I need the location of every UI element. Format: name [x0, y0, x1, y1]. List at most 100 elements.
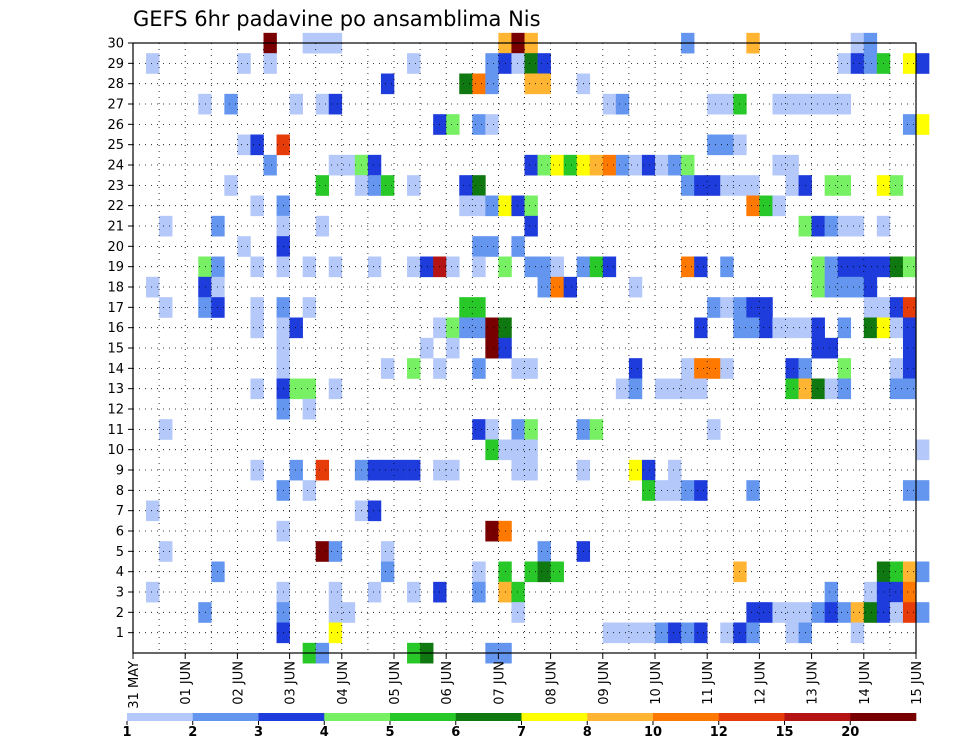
- heatmap-cell: [720, 358, 734, 379]
- heatmap-cell: [681, 480, 695, 501]
- heatmap-cell: [902, 378, 917, 400]
- heatmap-cell: [759, 317, 773, 339]
- colorbar-swatch: [850, 713, 917, 721]
- heatmap-cell: [511, 419, 525, 440]
- heatmap-cell: [198, 93, 212, 115]
- heatmap-cell: [146, 53, 160, 74]
- heatmap-cell: [302, 398, 316, 420]
- y-tick-label: 15: [107, 342, 124, 357]
- heatmap-cell: [837, 93, 852, 115]
- colorbar-swatch: [324, 713, 391, 721]
- heatmap-cell: [811, 256, 825, 278]
- heatmap-cell: [472, 195, 486, 217]
- y-tick-label: 3: [116, 586, 124, 601]
- heatmap-cell: [524, 53, 538, 74]
- heatmap-cell: [589, 154, 604, 176]
- heatmap-cell: [785, 93, 799, 115]
- y-tick-label: 20: [107, 240, 124, 255]
- heatmap-cell: [472, 358, 486, 379]
- heatmap-cell: [524, 215, 538, 237]
- heatmap-cell: [302, 297, 316, 318]
- heatmap-cell: [563, 276, 577, 298]
- heatmap-cell: [367, 154, 382, 176]
- heatmap-cell: [785, 622, 799, 644]
- heatmap-cell: [759, 602, 773, 623]
- heatmap-cell: [863, 53, 878, 74]
- heatmap-cell: [446, 256, 460, 278]
- heatmap-cell: [641, 154, 656, 176]
- heatmap-cell: [668, 378, 682, 400]
- x-tick-label: 07 JUN: [492, 661, 507, 705]
- heatmap-cell: [889, 256, 904, 278]
- heatmap-cell: [198, 276, 212, 298]
- heatmap-cell: [811, 317, 825, 339]
- heatmap-cell: [694, 622, 708, 644]
- x-tick-label: 08 JUN: [545, 661, 560, 705]
- heatmap-cell: [772, 602, 786, 623]
- heatmap-cell: [237, 236, 251, 257]
- heatmap-cell: [315, 459, 330, 481]
- heatmap-cell: [837, 378, 852, 400]
- heatmap-cell: [720, 134, 734, 156]
- colorbar-label: 4: [320, 725, 329, 740]
- y-tick-label: 24: [107, 159, 124, 174]
- heatmap-cell: [537, 256, 551, 278]
- heatmap-cell: [511, 459, 525, 481]
- colorbar-swatch: [192, 713, 259, 721]
- y-tick-label: 6: [116, 525, 124, 540]
- x-tick-label: 12 JUN: [753, 661, 768, 705]
- heatmap-cell: [485, 337, 499, 359]
- heatmap-cell: [511, 581, 525, 603]
- heatmap-cell: [328, 602, 343, 623]
- x-tick-label: 13 JUN: [806, 661, 821, 705]
- heatmap-cell: [824, 581, 838, 603]
- heatmap-cell: [720, 297, 734, 318]
- heatmap-cell: [837, 53, 852, 74]
- heatmap-cell: [850, 215, 865, 237]
- heatmap-cell: [694, 480, 708, 501]
- heatmap-cell: [889, 581, 904, 603]
- heatmap-cell: [472, 114, 486, 135]
- heatmap-cell: [537, 154, 551, 176]
- heatmap-cell: [367, 581, 382, 603]
- heatmap-cell: [811, 215, 825, 237]
- heatmap-cell: [289, 378, 303, 400]
- x-tick-label: 03 JUN: [284, 661, 299, 705]
- heatmap-cell: [720, 256, 734, 278]
- heatmap-cell: [537, 561, 551, 583]
- heatmap-cell: [380, 175, 395, 196]
- heatmap-cell: [889, 175, 904, 196]
- heatmap-cell: [380, 541, 395, 562]
- heatmap-cell: [198, 297, 212, 318]
- heatmap-cell: [641, 459, 656, 481]
- y-tick-label: 5: [116, 545, 124, 560]
- heatmap-cell: [550, 276, 564, 298]
- heatmap-cell: [472, 561, 486, 583]
- heatmap-cell: [459, 297, 473, 318]
- heatmap-cell: [485, 439, 499, 461]
- heatmap-cell: [485, 53, 499, 74]
- heatmap-cell: [485, 236, 499, 257]
- heatmap-cell: [524, 459, 538, 481]
- x-tick-label: 05 JUN: [388, 661, 403, 705]
- heatmap-cell: [902, 317, 917, 339]
- heatmap-cell: [550, 154, 564, 176]
- y-tick-label: 14: [107, 362, 124, 377]
- heatmap-cell: [485, 73, 499, 95]
- colorbar-label: 8: [583, 725, 592, 740]
- heatmap-cell: [746, 297, 760, 318]
- y-tick-label: 12: [107, 403, 124, 418]
- heatmap-cell: [328, 622, 343, 644]
- heatmap-cell: [837, 256, 852, 278]
- y-tick-label: 9: [116, 464, 124, 479]
- heatmap-cell: [641, 480, 656, 501]
- heatmap-cell: [198, 256, 212, 278]
- heatmap-cell: [524, 358, 538, 379]
- heatmap-cell: [694, 317, 708, 339]
- heatmap-cell: [524, 419, 538, 440]
- heatmap-cell: [759, 195, 773, 217]
- heatmap-cell: [628, 276, 643, 298]
- heatmap-cell: [511, 53, 525, 74]
- heatmap-cell: [902, 297, 917, 318]
- colorbar-label: 2: [188, 725, 197, 740]
